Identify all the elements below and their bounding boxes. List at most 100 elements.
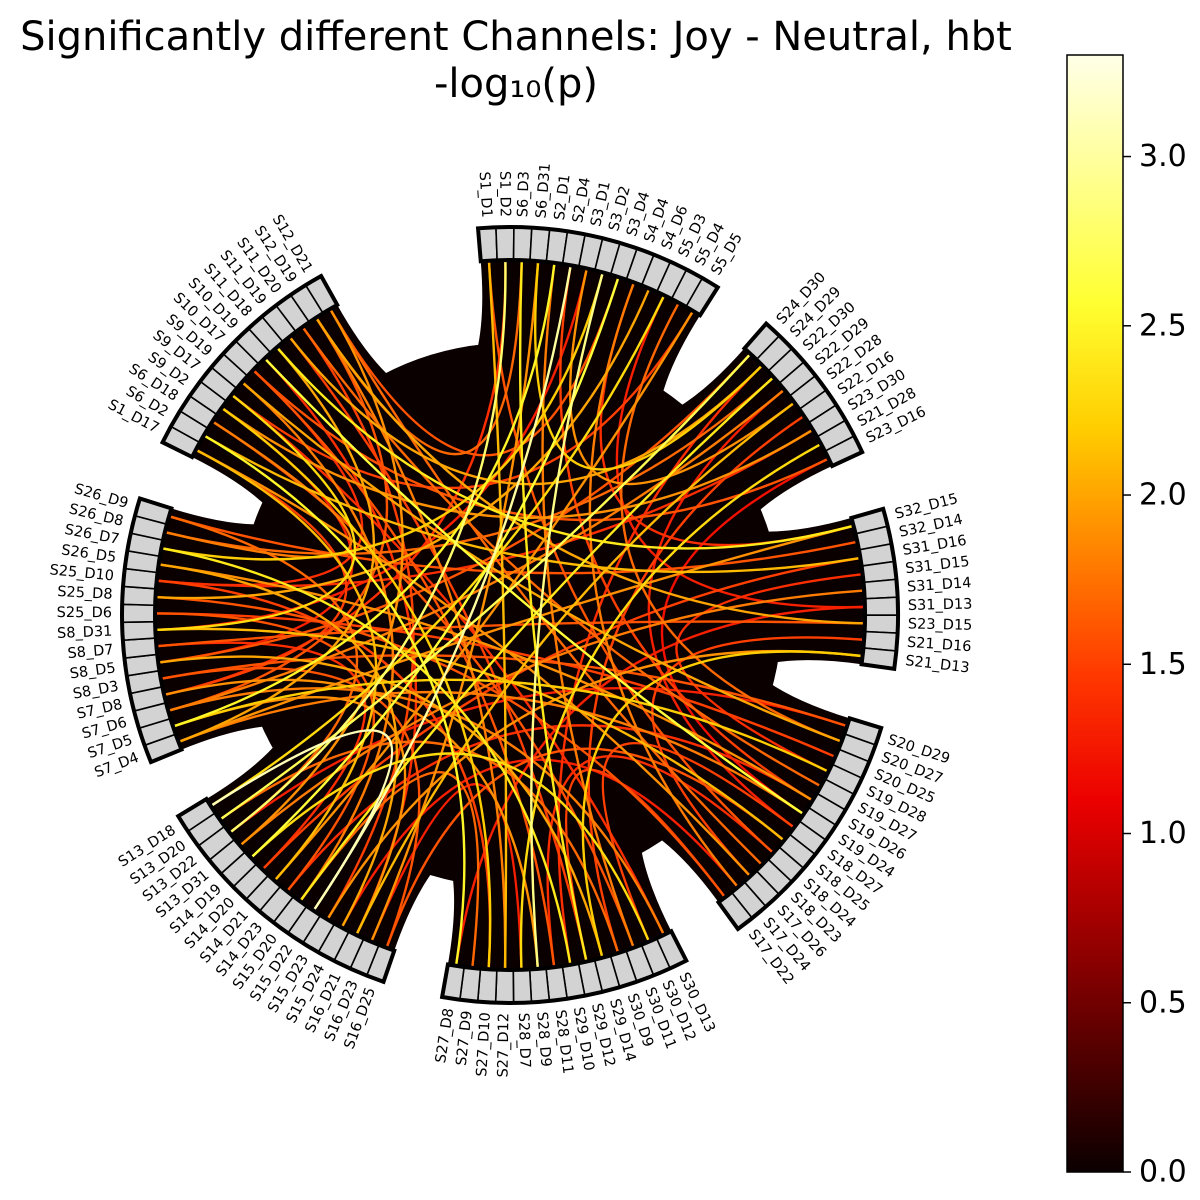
link-S7_D8-S1_D17 <box>165 449 348 696</box>
link-S5_D3-S31_D13 <box>615 296 863 609</box>
group-outline-3 <box>715 715 884 932</box>
link-S3_D2-S28_D9 <box>530 273 604 968</box>
link-S23_D15-S12_D19 <box>316 318 863 625</box>
node-label: S27_D12 <box>496 1013 513 1078</box>
link-S22_D16-S30_D9 <box>587 416 803 952</box>
chart-subtitle: -log₁₀(p) <box>433 61 599 107</box>
link-S19_D24-S10_D19 <box>265 358 803 815</box>
link-S29_D14-S8_D5 <box>160 655 604 957</box>
link-S29_D12-S11_D19 <box>289 337 588 960</box>
link-S8_D31-S9_D17 <box>157 395 356 631</box>
node-label: S8_D5 <box>69 660 117 682</box>
node-label: S6_D31 <box>534 162 554 218</box>
link-S5_D4-S20_D27 <box>620 303 841 743</box>
node-S1_D2 <box>495 226 515 262</box>
link-S18_D27-S30_D12 <box>601 742 794 941</box>
link-S32_D15-S11_D18 <box>277 348 852 550</box>
colorbar-tick-label: 1.0 <box>1139 816 1187 851</box>
node-label: S31_D13 <box>908 597 973 614</box>
node-label: S21_D13 <box>904 653 970 676</box>
link-S3_D1-S8_D31 <box>157 270 588 631</box>
link-S15_D23-S11_D20 <box>302 327 415 919</box>
node-S28_D7 <box>512 968 533 1004</box>
link-S1_D2-S13_D22 <box>230 262 507 833</box>
node-label: S31_D14 <box>907 575 972 595</box>
link-S1_D1-S27_D12 <box>487 262 508 968</box>
link-S32_D15-S7_D4 <box>179 525 852 743</box>
node-label: S23_D15 <box>908 616 973 634</box>
node-label: S28_D9 <box>533 1011 553 1067</box>
link-S14_D20-S8_D7 <box>158 641 367 869</box>
node-label: S2_D1 <box>552 173 574 221</box>
node-label: S6_D3 <box>515 171 533 218</box>
link-S20_D29-S13_D22 <box>230 686 846 833</box>
colorbar-tick-label: 1.5 <box>1139 647 1187 682</box>
link-S18_D23-S12_D21 <box>330 310 762 865</box>
colorbar-tick-label: 2.0 <box>1139 478 1187 513</box>
group-outline-0 <box>475 225 721 318</box>
link-S19_D28-S7_D5 <box>174 678 828 772</box>
link-S31_D15-S19_D28 <box>675 573 861 772</box>
link-S3_D1-S22_D28 <box>568 270 794 486</box>
node-label: S26_D5 <box>60 542 117 566</box>
link-S14_D21-S1_D17 <box>197 449 378 880</box>
node-label: S25_D6 <box>57 605 112 621</box>
node-S8_D7 <box>121 637 159 659</box>
node-label: S1_D1 <box>476 171 495 218</box>
colorbar-tick-label: 0.5 <box>1139 985 1187 1020</box>
link-S18_D25-S8_D31 <box>157 627 784 841</box>
link-S21_D16-S17_D26 <box>651 636 863 876</box>
link-S30_D12-S14_D19 <box>251 752 650 941</box>
node-label: S8_D31 <box>57 624 113 642</box>
node-S6_D3 <box>512 226 533 262</box>
group-outline-2 <box>848 506 900 672</box>
node-S31_D14 <box>862 578 899 600</box>
link-S26_D8-S6_D18 <box>166 421 353 559</box>
node-label: S27_D9 <box>454 1010 476 1067</box>
group-outline-6 <box>120 495 185 765</box>
link-S19_D27-S11_D20 <box>302 327 820 787</box>
link-S17_D26-S1_D17 <box>197 449 750 876</box>
group-sector-3 <box>656 681 851 904</box>
node-label: S8_D7 <box>67 642 114 662</box>
group-outline-7 <box>159 273 340 460</box>
node-S8_D31 <box>121 620 157 642</box>
node-label: S1_D2 <box>496 171 513 217</box>
link-S27_D12-S12_D19 <box>316 318 507 968</box>
node-label: S31_D15 <box>904 554 970 577</box>
node-label: S28_D11 <box>552 1009 576 1075</box>
node-label: S25_D10 <box>49 562 115 584</box>
link-S6_D31-S24_D29 <box>534 263 762 471</box>
link-S15_D22-S13_D18 <box>211 729 394 910</box>
node-S28_D9 <box>528 967 551 1004</box>
node-label: S28_D7 <box>515 1013 533 1069</box>
group-outline-4 <box>439 928 689 1005</box>
node-S23_D15 <box>863 614 899 634</box>
link-S22_D30-S15_D20 <box>300 377 773 901</box>
node-S27_D12 <box>494 968 515 1004</box>
group-outline-5 <box>175 796 397 985</box>
link-S2_D1-S7_D5 <box>174 264 556 727</box>
link-S7_D4-S11_D18 <box>179 348 375 743</box>
link-S27_D8-S6_D2 <box>204 435 466 965</box>
colorbar-tick-label: 2.5 <box>1139 308 1187 343</box>
colorbar <box>1066 54 1124 1173</box>
link-S19_D26-S26_D5 <box>160 563 812 801</box>
link-S3_D2-S26_D7 <box>163 273 604 561</box>
link-S24_D30-S13_D20 <box>220 354 751 820</box>
node-label: S27_D10 <box>474 1012 494 1077</box>
link-S31_D14-S13_D31 <box>240 589 863 846</box>
node-label: S2_D4 <box>570 176 594 224</box>
link-S3_D4-S12_D21 <box>330 278 620 457</box>
link-S21_D28-S28_D7 <box>519 443 820 968</box>
chart-title: Significantly different Channels: Joy - … <box>20 14 1012 60</box>
node-S25_D6 <box>121 603 156 624</box>
link-S5_D5-S14_D21 <box>274 311 694 880</box>
link-S5_D3-S13_D18 <box>211 296 665 806</box>
link-S21_D13-S29_D14 <box>581 650 861 957</box>
node-label: S27_D8 <box>433 1007 457 1064</box>
chord-background <box>238 343 782 887</box>
link-S27_D9-S15_D20 <box>300 771 480 967</box>
